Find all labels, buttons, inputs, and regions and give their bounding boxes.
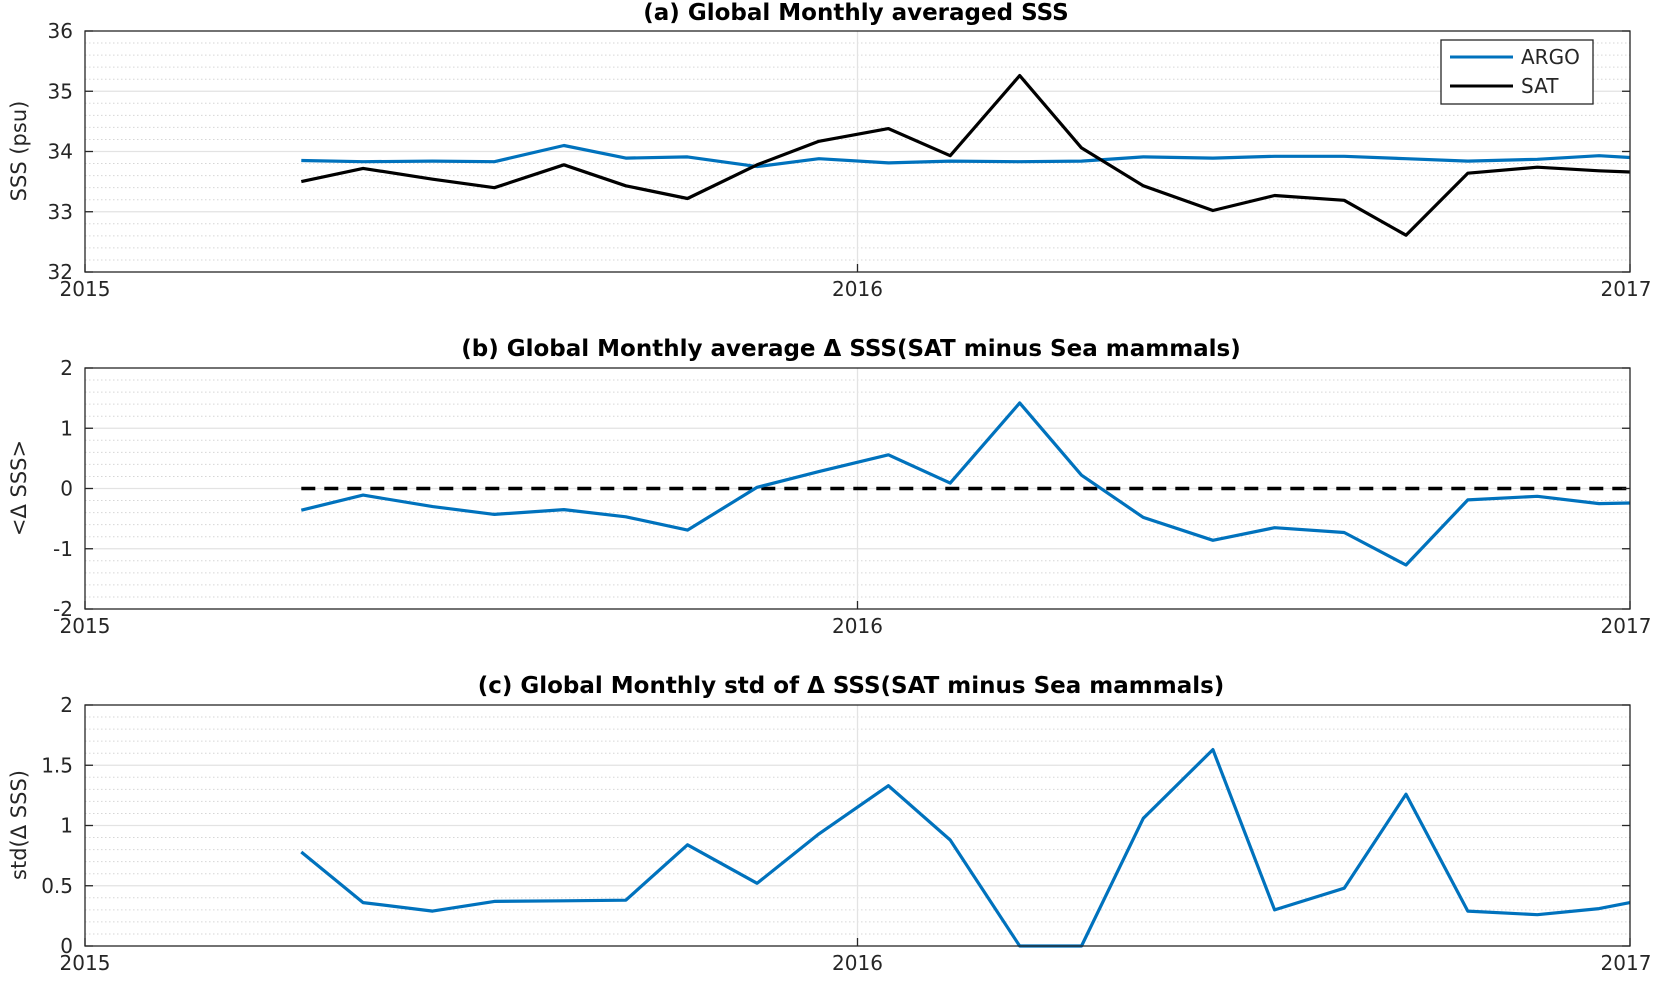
y-axis-label: std(Δ SSS) [7, 770, 31, 880]
legend: ARGO SAT [1440, 39, 1594, 105]
panel-title: (b) Global Monthly average Δ SSS(SAT min… [461, 336, 1241, 362]
x-tick-label: 2017 [1601, 277, 1652, 301]
series-line-argo [301, 143, 1631, 169]
y-tick-label: 36 [48, 19, 73, 43]
y-tick-label: 0.5 [41, 874, 73, 898]
y-tick-label: -1 [53, 537, 73, 561]
y-tick-label: 0 [60, 477, 73, 501]
legend-box [1440, 39, 1594, 105]
x-tick-label: 2015 [60, 614, 111, 638]
y-tick-label: 2 [60, 356, 73, 380]
y-tick-label: 2 [60, 693, 73, 717]
axes: 32 33 34 35 36 2015 2016 2017 [48, 19, 1652, 301]
y-axis-label: SSS (psu) [7, 101, 31, 202]
legend-label-argo: ARGO [1521, 45, 1580, 69]
panel-title: (c) Global Monthly std of Δ SSS(SAT minu… [478, 673, 1225, 699]
x-tick-label: 2016 [832, 951, 883, 975]
y-tick-label: 1 [60, 814, 73, 838]
x-tick-label: 2015 [60, 951, 111, 975]
y-tick-label: 1.5 [41, 753, 73, 777]
y-tick-label: 1 [60, 416, 73, 440]
grid [85, 368, 1630, 609]
legend-label-sat: SAT [1521, 74, 1559, 98]
x-tick-label: 2017 [1601, 614, 1652, 638]
x-tick-label: 2017 [1601, 951, 1652, 975]
plot-area [300, 747, 1631, 948]
y-tick-label: 0 [60, 934, 73, 958]
y-tick-label: 33 [48, 200, 73, 224]
x-tick-label: 2016 [832, 277, 883, 301]
panel-c: (c) Global Monthly std of Δ SSS(SAT minu… [7, 673, 1651, 975]
series-line-sat [300, 73, 1631, 237]
x-tick-label: 2016 [832, 614, 883, 638]
panel-a: (a) Global Monthly averaged SSS SSS (psu… [7, 0, 1651, 301]
grid [85, 705, 1630, 946]
y-tick-label: 32 [48, 260, 73, 284]
panel-title: (a) Global Monthly averaged SSS [643, 0, 1068, 26]
panel-b: (b) Global Monthly average Δ SSS(SAT min… [7, 336, 1651, 638]
y-tick-label: 34 [48, 140, 73, 164]
plot-area [300, 401, 1631, 567]
axes: 0 0.5 1 1.5 2 2015 2016 2017 [41, 693, 1651, 975]
axes: -2 -1 0 1 2 2015 2016 2017 [53, 356, 1651, 638]
series-line-delta-sss [300, 401, 1631, 567]
y-axis-label: <Δ SSS> [7, 440, 31, 536]
y-tick-label: 35 [48, 79, 73, 103]
series-line-delta-sss [300, 747, 1631, 948]
grid [85, 31, 1630, 272]
x-tick-label: 2015 [60, 277, 111, 301]
y-tick-label: -2 [53, 597, 73, 621]
plot-area [300, 73, 1631, 237]
